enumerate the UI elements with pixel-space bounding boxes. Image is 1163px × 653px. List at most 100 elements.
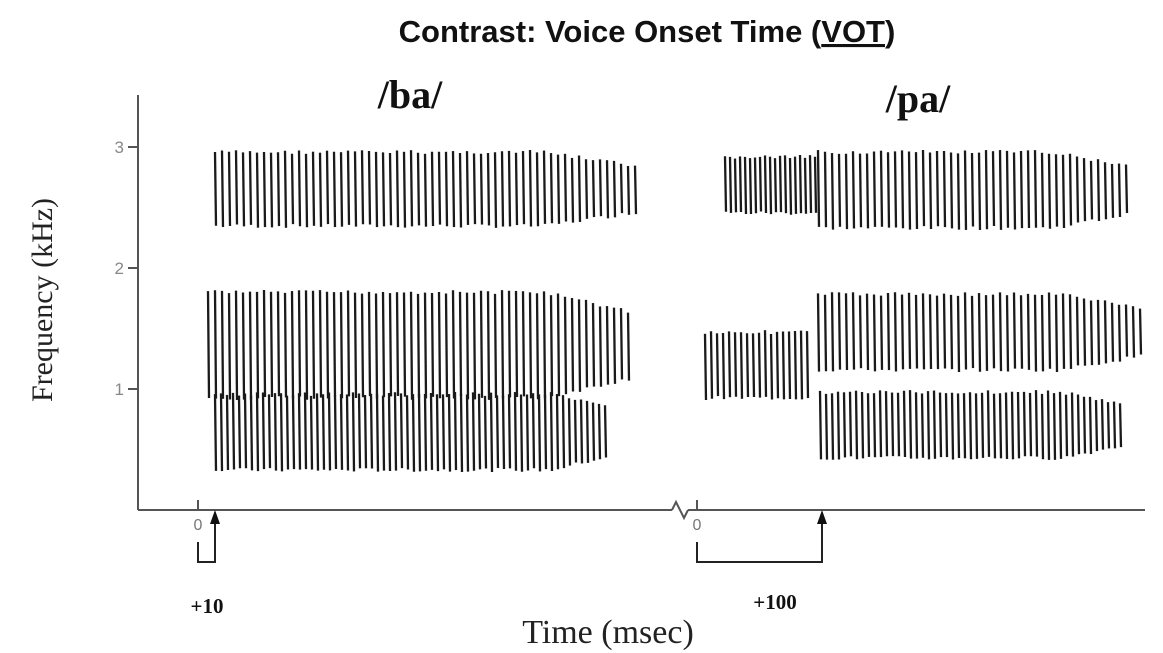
striation [956, 153, 961, 230]
striation [970, 295, 975, 369]
striation [220, 150, 225, 228]
striation [269, 152, 274, 228]
striation [486, 291, 491, 400]
striation [1082, 158, 1087, 222]
striation [1034, 390, 1039, 457]
striation [763, 330, 768, 397]
striation [1082, 396, 1087, 454]
striation [507, 394, 512, 469]
y-tick-label: 1 [115, 380, 124, 399]
striation [471, 392, 476, 471]
striation [290, 291, 295, 399]
striation [758, 156, 763, 212]
striation [793, 156, 798, 214]
striation [743, 156, 748, 215]
striation [304, 153, 309, 228]
striation [374, 151, 379, 228]
striation [311, 151, 316, 226]
striation [836, 391, 841, 460]
striation [311, 290, 316, 399]
striation [416, 152, 421, 226]
striation [261, 392, 266, 470]
striation [830, 393, 835, 460]
striation [902, 390, 907, 457]
striation [248, 291, 253, 400]
striation [441, 394, 446, 470]
striation [984, 150, 989, 230]
striation [423, 153, 428, 227]
striation [1052, 393, 1057, 460]
striation [1058, 391, 1063, 459]
striation [848, 391, 853, 457]
striation [799, 330, 804, 400]
striation [980, 392, 985, 458]
striation [563, 153, 568, 222]
striation [411, 394, 416, 472]
striation [255, 392, 260, 472]
striation [262, 151, 267, 228]
striation [612, 160, 617, 218]
striation [321, 394, 326, 470]
striation [395, 292, 400, 397]
striation [584, 299, 589, 388]
striation [1096, 159, 1101, 222]
striation [926, 391, 931, 460]
striation [733, 332, 738, 397]
striation [493, 152, 498, 228]
striation [603, 405, 608, 458]
striation [213, 394, 218, 471]
striation [886, 292, 891, 371]
striation [956, 393, 961, 458]
striation [626, 165, 631, 215]
striation [567, 398, 572, 466]
striation [837, 292, 842, 370]
striation [900, 294, 905, 370]
striation [345, 394, 350, 471]
striation [824, 393, 829, 460]
striation [429, 392, 434, 470]
striation [830, 292, 835, 372]
striation [944, 393, 949, 458]
striation [309, 395, 314, 470]
striation [243, 393, 248, 469]
striation [753, 157, 758, 214]
striation [1028, 392, 1033, 457]
striation [738, 156, 743, 213]
striation [977, 293, 982, 372]
striation [1054, 154, 1059, 227]
striation [1110, 302, 1115, 362]
striation [998, 393, 1003, 459]
striation [920, 393, 925, 458]
striation [816, 293, 821, 372]
striation [528, 292, 533, 399]
striation [1070, 392, 1075, 457]
striation [1075, 296, 1080, 366]
striation [339, 292, 344, 399]
striation [535, 152, 540, 227]
striation [1124, 164, 1129, 214]
striation [563, 296, 568, 395]
striation [872, 393, 877, 458]
striation [879, 295, 884, 370]
striation [346, 290, 351, 397]
striation [633, 165, 638, 215]
striation [591, 303, 596, 387]
vot-brackets [197, 518, 823, 563]
striation [495, 395, 500, 469]
vot-label: +10 [191, 594, 224, 618]
striation [423, 292, 428, 399]
striation [879, 150, 884, 227]
striation [768, 156, 773, 215]
striation [998, 292, 1003, 372]
striation [573, 399, 578, 463]
striation [237, 395, 242, 469]
striation [459, 393, 464, 472]
striation [591, 160, 596, 218]
striation [269, 291, 274, 398]
striation [928, 294, 933, 370]
striation [325, 291, 330, 399]
striation [1117, 304, 1122, 362]
striation [333, 395, 338, 470]
arrowhead [210, 510, 220, 524]
